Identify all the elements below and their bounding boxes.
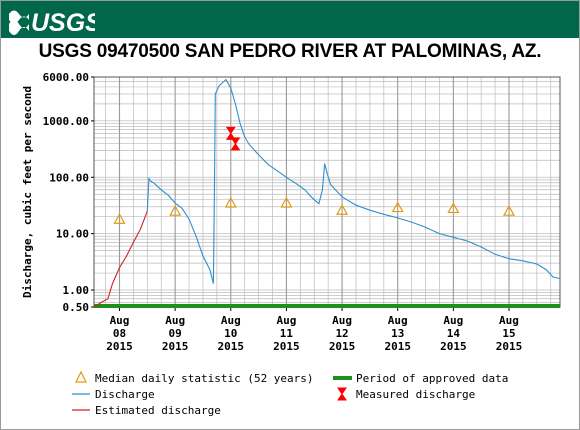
x-tick-label: Aug: [443, 314, 463, 327]
median-marker: [336, 204, 349, 215]
x-tick-label: 12: [335, 327, 348, 340]
measured-discharge-marker: [230, 137, 241, 151]
chart-title: USGS 09470500 SAN PEDRO RIVER AT PALOMIN…: [38, 41, 542, 62]
median-marker: [169, 204, 182, 216]
legend-median-symbol: [75, 370, 87, 383]
estimated-discharge-line: [93, 211, 148, 308]
legend-estimated-label: Estimated discharge: [95, 404, 221, 417]
median-marker: [280, 196, 293, 208]
header-banner: USGS: [1, 1, 579, 38]
x-tick-label: Aug: [388, 314, 408, 327]
x-tick-label: 15: [502, 327, 515, 340]
x-tick-label: 2015: [218, 340, 245, 353]
x-tick-label: Aug: [276, 314, 296, 327]
y-tick-label: 1.00: [63, 284, 90, 297]
legend-measured-label: Measured discharge: [356, 388, 475, 401]
legend-discharge-label: Discharge: [95, 388, 155, 401]
y-tick-label: 1000.00: [43, 115, 89, 128]
y-axis-label: Discharge, cubic feet per second: [21, 86, 34, 298]
svg-text:USGS: USGS: [31, 9, 95, 36]
vertical-gridlines: [105, 77, 552, 307]
legend-approved-label: Period of approved data: [356, 372, 508, 385]
x-tick-label: 08: [113, 327, 126, 340]
y-tick-label: 10.00: [56, 228, 89, 241]
x-tick-label: 2015: [162, 340, 189, 353]
x-tick-label: 13: [391, 327, 404, 340]
x-tick-label: 2015: [496, 340, 523, 353]
y-tick-label: 0.50: [63, 301, 90, 314]
x-tick-label: Aug: [110, 314, 130, 327]
legend-measured-symbol: [337, 387, 347, 401]
usgs-logo: USGS: [9, 9, 95, 36]
y-tick-label: 6000.00: [43, 71, 89, 84]
median-marker: [502, 204, 516, 216]
plot-area: [94, 77, 560, 307]
median-marker: [391, 201, 404, 213]
legend-median-label: Median daily statistic (52 years): [95, 372, 314, 385]
discharge-line: [146, 78, 561, 284]
x-tick-label: 2015: [273, 340, 300, 353]
median-marker: [447, 202, 460, 214]
x-tick-label: Aug: [499, 314, 519, 327]
x-tick-label: Aug: [221, 314, 241, 327]
x-tick-label: 2015: [384, 340, 411, 353]
x-tick-label: 14: [447, 327, 461, 340]
median-marker: [113, 213, 126, 224]
x-tick-label: 10: [224, 327, 237, 340]
x-tick-label: Aug: [332, 314, 352, 327]
x-tick-label: Aug: [165, 314, 185, 327]
x-tick-label: 2015: [440, 340, 467, 353]
x-tick-label: 09: [169, 327, 182, 340]
y-tick-label: 100.00: [49, 171, 89, 184]
x-tick-label: 11: [280, 327, 294, 340]
median-marker: [224, 196, 237, 208]
x-tick-label: 2015: [106, 340, 133, 353]
x-tick-label: 2015: [329, 340, 356, 353]
